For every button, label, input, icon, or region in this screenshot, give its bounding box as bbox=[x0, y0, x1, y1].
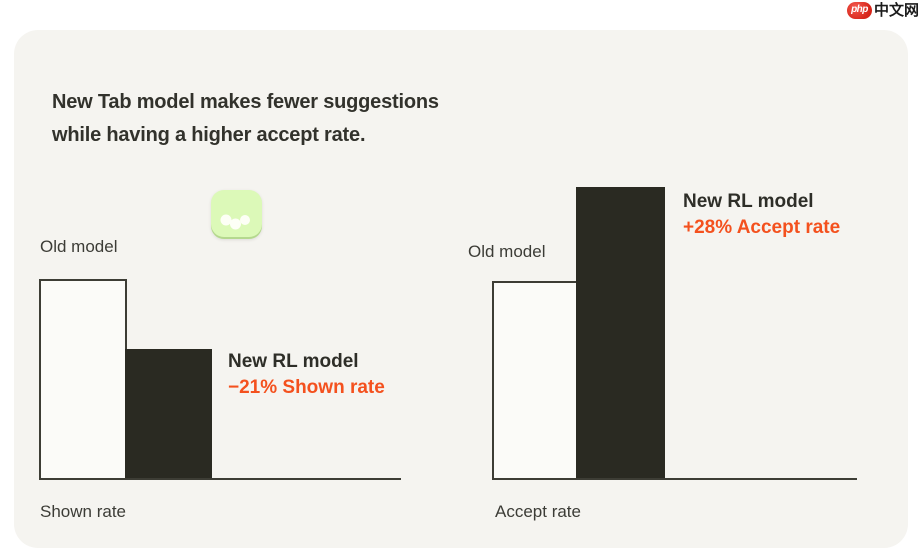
shown-annotation-title: New RL model bbox=[228, 351, 359, 372]
shown-chart-old-model-bar bbox=[39, 279, 127, 480]
accept-annotation-title: New RL model bbox=[683, 191, 814, 212]
accept-annotation-delta: +28% Accept rate bbox=[683, 217, 841, 238]
shown-chart-axis-label: Shown rate bbox=[40, 502, 126, 521]
accept-chart-annotation: New RL model +28% Accept rate bbox=[683, 189, 840, 241]
site-watermark[interactable]: php 中文网 bbox=[846, 2, 919, 19]
accept-chart-axis-label: Accept rate bbox=[495, 502, 581, 521]
logo-dots-icon bbox=[220, 214, 250, 230]
shown-annotation-delta: −21% Shown rate bbox=[228, 377, 385, 398]
accept-chart-old-model-bar bbox=[492, 281, 578, 480]
chart-title-line2: while having a higher accept rate. bbox=[52, 124, 366, 146]
chart-title: New Tab model makes fewer suggestions wh… bbox=[52, 86, 439, 152]
watermark-site-name: 中文网 bbox=[873, 2, 919, 19]
shown-chart-new-model-bar bbox=[125, 349, 212, 480]
chart-title-line1: New Tab model makes fewer suggestions bbox=[52, 91, 439, 113]
accept-chart-old-model-label: Old model bbox=[468, 242, 546, 261]
shown-chart-baseline bbox=[39, 478, 401, 480]
shown-chart-annotation: New RL model −21% Shown rate bbox=[228, 349, 385, 401]
accept-chart-new-model-bar bbox=[576, 187, 665, 480]
accept-chart-baseline bbox=[492, 478, 857, 480]
php-logo-icon: php bbox=[846, 2, 872, 19]
shown-chart-old-model-label: Old model bbox=[40, 237, 118, 256]
tab-model-logo-icon bbox=[211, 190, 262, 239]
